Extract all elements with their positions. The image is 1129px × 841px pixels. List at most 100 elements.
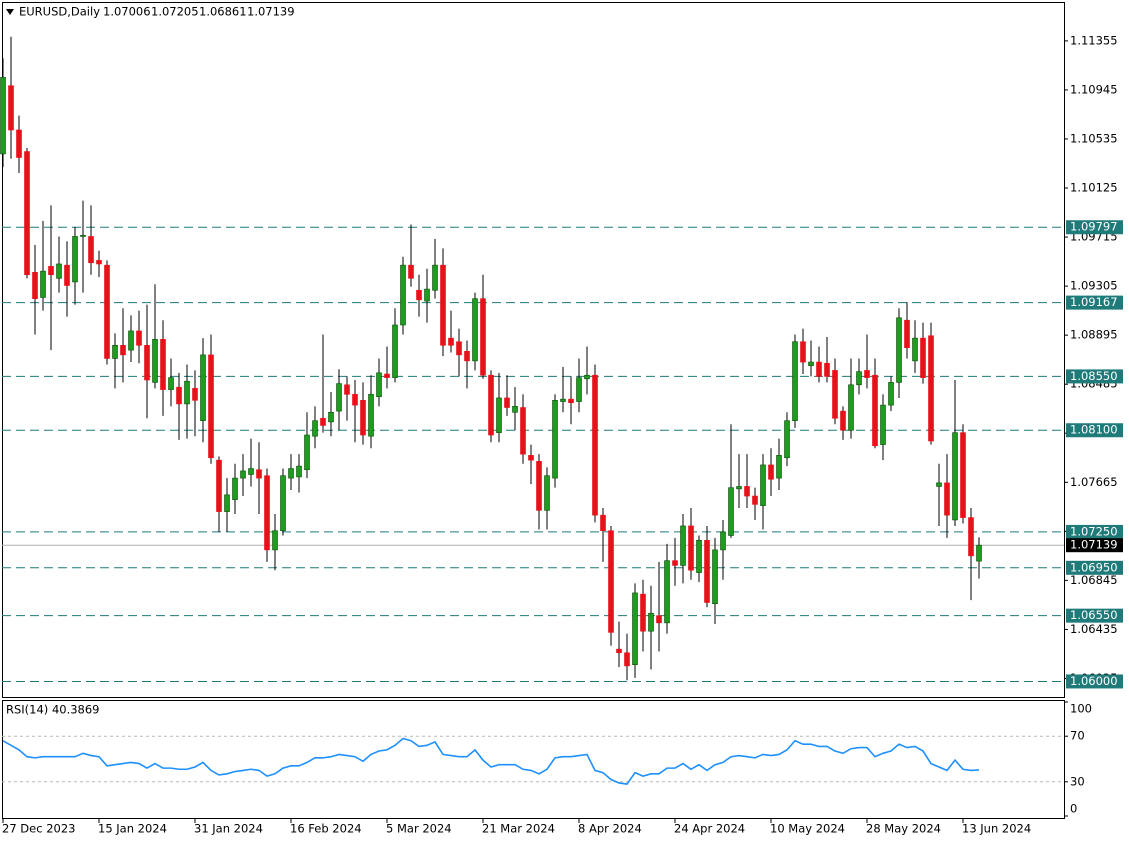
candle-body-down bbox=[256, 469, 262, 479]
candle-body-down bbox=[744, 486, 750, 497]
x-tick-label: 16 Feb 2024 bbox=[290, 822, 362, 836]
candle-body-up bbox=[632, 592, 638, 666]
candle-body-down bbox=[536, 461, 542, 511]
candle-body-down bbox=[144, 345, 150, 381]
candle-body-up bbox=[288, 468, 294, 479]
candle-body-down bbox=[768, 464, 774, 480]
candle-body-down bbox=[64, 264, 70, 286]
y-tick-label: 1.10125 bbox=[1070, 181, 1118, 195]
candle-body-up bbox=[128, 330, 134, 351]
candle-body-down bbox=[600, 514, 606, 532]
candle-body-down bbox=[456, 341, 462, 356]
main-panel bbox=[2, 2, 1065, 698]
candle-body-up bbox=[784, 420, 790, 459]
x-tick-label: 24 Apr 2024 bbox=[674, 822, 745, 836]
candle-body-up bbox=[576, 377, 582, 402]
x-tick-label: 13 Jun 2024 bbox=[962, 822, 1031, 836]
candle-body-up bbox=[80, 234, 86, 237]
candle-body-up bbox=[56, 263, 62, 279]
candle-body-down bbox=[704, 539, 710, 603]
y-tick-label: 70 bbox=[1070, 729, 1085, 743]
candle-body-up bbox=[952, 432, 958, 521]
candle-body-up bbox=[512, 406, 518, 413]
candle-body-down bbox=[8, 85, 14, 131]
candle-body-up bbox=[424, 288, 430, 302]
y-tick-label: 1.08895 bbox=[1070, 328, 1118, 342]
y-tick-label: 0 bbox=[1070, 802, 1077, 816]
y-tick-label: 1.06845 bbox=[1070, 573, 1118, 587]
candle-body-up bbox=[168, 377, 174, 390]
candle-body-down bbox=[656, 615, 662, 624]
candle-body-up bbox=[432, 264, 438, 291]
candle-body-up bbox=[728, 487, 734, 536]
collapse-icon[interactable] bbox=[6, 9, 14, 15]
bid-label-bg bbox=[1066, 538, 1123, 553]
candle-body-up bbox=[976, 544, 982, 562]
candle-body-up bbox=[888, 382, 894, 406]
candle-body-down bbox=[120, 345, 126, 356]
level-label: 1.06950 bbox=[1070, 560, 1118, 574]
level-label-bg bbox=[1066, 608, 1123, 623]
candle-body-up bbox=[808, 361, 814, 366]
rsi-title: RSI(14) 40.3869 bbox=[6, 703, 100, 717]
candle-body-down bbox=[640, 593, 646, 632]
y-tick-label: 1.07665 bbox=[1070, 475, 1118, 489]
candle-body-up bbox=[720, 531, 726, 551]
candle-body-up bbox=[152, 339, 158, 383]
rsi-panel bbox=[2, 700, 1065, 819]
candle-body-up bbox=[712, 549, 718, 604]
candle-body-up bbox=[648, 612, 654, 632]
level-label: 1.08550 bbox=[1070, 369, 1118, 383]
candle-body-up bbox=[40, 270, 46, 298]
level-label: 1.09167 bbox=[1070, 295, 1118, 309]
candle-body-down bbox=[816, 361, 822, 377]
y-tick-label: 1.10945 bbox=[1070, 82, 1118, 96]
candle-body-up bbox=[224, 494, 230, 512]
level-label: 1.09797 bbox=[1070, 220, 1118, 234]
x-tick-label: 10 May 2024 bbox=[770, 822, 845, 836]
x-tick-label: 27 Dec 2023 bbox=[2, 822, 75, 836]
candle-body-up bbox=[400, 264, 406, 326]
candle-body-down bbox=[872, 374, 878, 447]
candle-body-up bbox=[544, 475, 550, 511]
candle-body-down bbox=[832, 370, 838, 419]
candle-body-up bbox=[368, 394, 374, 437]
candle-body-down bbox=[520, 407, 526, 455]
candle-body-up bbox=[280, 475, 286, 532]
candle-body-down bbox=[672, 560, 678, 566]
candle-body-up bbox=[760, 464, 766, 506]
candle-body-down bbox=[48, 266, 54, 276]
candle-body-down bbox=[416, 289, 422, 301]
level-label-bg bbox=[1066, 560, 1123, 575]
candle-body-up bbox=[936, 482, 942, 487]
level-label: 1.06000 bbox=[1070, 674, 1118, 688]
candle-body-down bbox=[864, 370, 870, 378]
candle-body-down bbox=[904, 319, 910, 349]
candle-body-down bbox=[352, 394, 358, 406]
y-tick-label: 1.11355 bbox=[1070, 33, 1118, 47]
candle-body-up bbox=[856, 371, 862, 386]
candle-body-up bbox=[392, 324, 398, 378]
candle-body-down bbox=[624, 652, 630, 667]
candle-body-up bbox=[296, 465, 302, 478]
candle-body-up bbox=[880, 404, 886, 445]
candle-body-down bbox=[208, 354, 214, 459]
candle-body-down bbox=[480, 298, 486, 376]
level-label-bg bbox=[1066, 674, 1123, 689]
candle-body-down bbox=[616, 648, 622, 654]
candle-body-up bbox=[232, 477, 238, 500]
candle-body-down bbox=[928, 335, 934, 442]
y-tick-label: 1.10535 bbox=[1070, 131, 1118, 145]
candle-body-up bbox=[336, 383, 342, 412]
candle-body-down bbox=[448, 337, 454, 346]
chart-layer: 1.113551.109451.105351.101251.097151.093… bbox=[0, 33, 1123, 836]
candle-body-down bbox=[344, 384, 350, 395]
candle-body-down bbox=[464, 350, 470, 362]
candle-body-up bbox=[240, 470, 246, 479]
candle-body-up bbox=[912, 337, 918, 362]
candle-body-down bbox=[960, 432, 966, 518]
symbol-title: EURUSD,Daily bbox=[19, 5, 100, 19]
candle-body-up bbox=[328, 412, 334, 423]
candle-body-up bbox=[680, 525, 686, 566]
